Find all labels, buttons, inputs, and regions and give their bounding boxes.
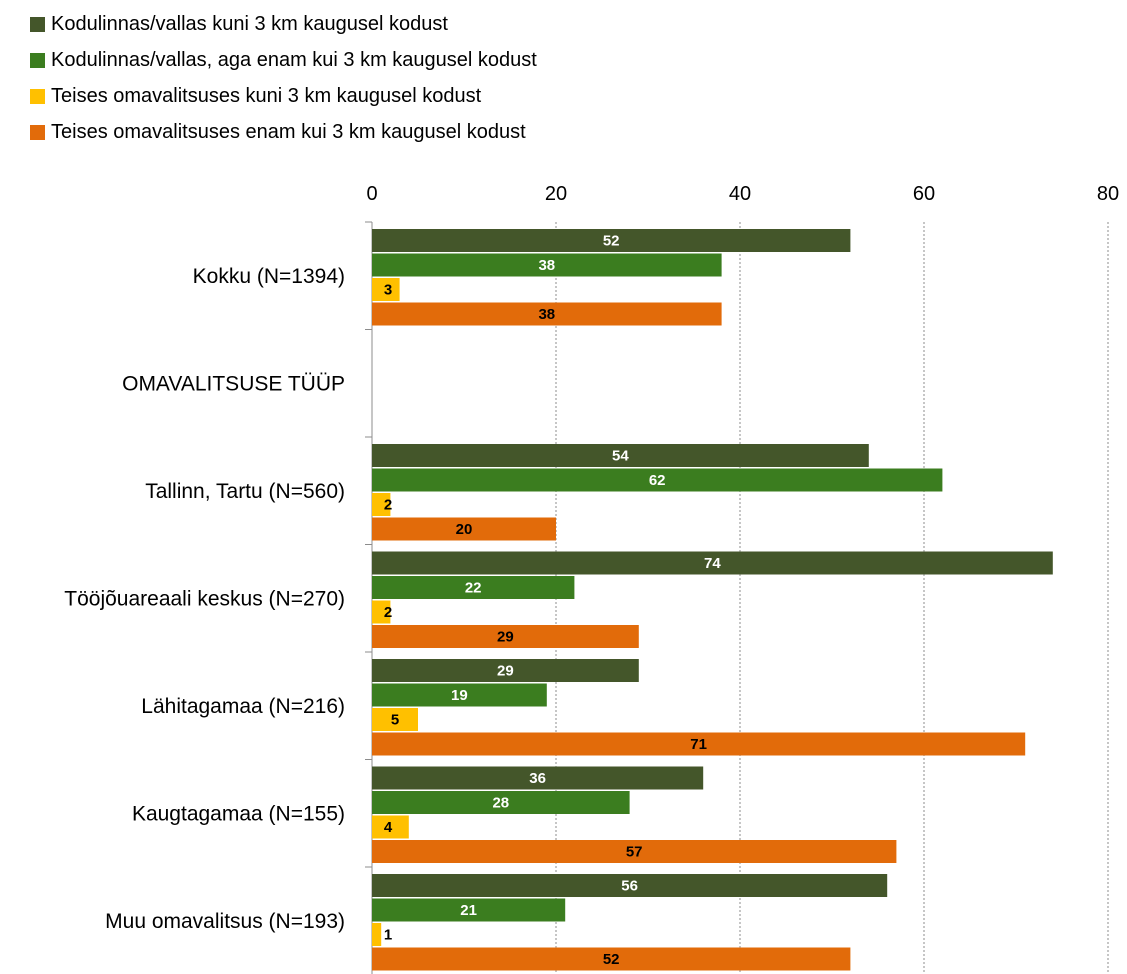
legend-item: Teises omavalitsuses enam kui 3 km kaugu… (30, 114, 537, 150)
bar (372, 898, 566, 922)
bar (372, 840, 897, 863)
category-label: Muu omavalitsus (N=193) (105, 910, 345, 933)
x-tick-label: 80 (1097, 183, 1119, 205)
category-label: Tallinn, Tartu (N=560) (145, 480, 345, 503)
legend-swatch (30, 52, 45, 68)
bar (372, 791, 630, 814)
legend-swatch (30, 16, 45, 32)
bar (372, 766, 704, 790)
bar (372, 874, 888, 897)
data-label: 5 (391, 712, 399, 729)
data-label: 71 (690, 736, 707, 753)
data-label: 3 (384, 282, 392, 299)
bar (372, 600, 391, 624)
data-label: 2 (384, 497, 392, 514)
data-label: 2 (384, 604, 392, 621)
bar (372, 229, 851, 252)
data-label: 56 (621, 878, 638, 895)
data-label: 29 (497, 629, 514, 646)
bar (372, 468, 943, 492)
bar (372, 444, 869, 467)
bar (372, 732, 1026, 756)
bar (372, 493, 391, 516)
data-label: 21 (460, 902, 477, 919)
bar (372, 923, 382, 946)
category-label: Tööjõuareaali keskus (N=270) (64, 587, 345, 610)
category-label: Kokku (N=1394) (193, 265, 345, 288)
x-tick-label: 60 (913, 183, 935, 205)
data-label: 54 (612, 448, 629, 465)
category-label: Lähitagamaa (N=216) (141, 695, 345, 718)
x-tick-label: 20 (545, 183, 567, 205)
category-label: OMAVALITSUSE TÜÜP (122, 372, 345, 395)
data-label: 4 (384, 819, 393, 836)
data-label: 19 (451, 687, 468, 704)
bar (372, 576, 575, 599)
bar (372, 683, 547, 707)
x-tick-label: 40 (729, 183, 751, 205)
data-label: 22 (465, 580, 482, 597)
x-tick-label: 0 (366, 183, 377, 205)
legend-item: Kodulinnas/vallas, aga enam kui 3 km kau… (30, 42, 537, 78)
bar (372, 302, 722, 326)
data-label: 62 (649, 472, 666, 489)
data-label: 52 (603, 951, 620, 968)
data-label: 74 (704, 555, 721, 572)
bar (372, 708, 418, 731)
bar (372, 659, 639, 682)
data-label: 38 (538, 306, 555, 323)
data-label: 57 (626, 844, 643, 861)
legend-swatch (30, 88, 45, 104)
bar (372, 253, 722, 277)
bar (372, 947, 851, 971)
bar (372, 517, 556, 541)
bar (372, 551, 1053, 575)
legend-label: Kodulinnas/vallas, aga enam kui 3 km kau… (51, 48, 537, 71)
bar (372, 815, 409, 839)
legend-label: Kodulinnas/vallas kuni 3 km kaugusel kod… (51, 12, 448, 35)
legend-swatch (30, 124, 45, 140)
legend-item: Teises omavalitsuses kuni 3 km kaugusel … (30, 78, 537, 114)
data-label: 52 (603, 233, 620, 250)
bar (372, 625, 639, 648)
data-label: 28 (492, 795, 509, 812)
legend: Kodulinnas/vallas kuni 3 km kaugusel kod… (30, 6, 537, 150)
data-label: 1 (384, 927, 392, 944)
legend-item: Kodulinnas/vallas kuni 3 km kaugusel kod… (30, 6, 537, 42)
bar (372, 278, 400, 301)
data-label: 38 (538, 257, 555, 274)
legend-label: Teises omavalitsuses kuni 3 km kaugusel … (51, 84, 482, 107)
data-label: 29 (497, 663, 514, 680)
data-label: 36 (529, 770, 546, 787)
data-label: 20 (456, 521, 473, 538)
category-label: Kaugtagamaa (N=155) (132, 802, 345, 825)
legend-label: Teises omavalitsuses enam kui 3 km kaugu… (51, 120, 526, 143)
